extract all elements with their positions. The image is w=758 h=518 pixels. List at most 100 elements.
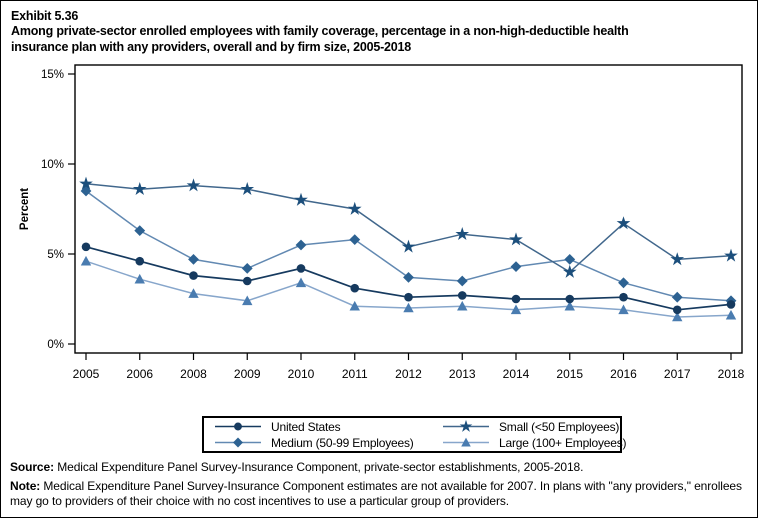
x-tick-label: 2006: [126, 367, 153, 381]
source-text: Medical Expenditure Panel Survey-Insuran…: [53, 460, 584, 474]
triangle-marker: [672, 311, 683, 322]
diamond-marker: [349, 234, 361, 245]
star-marker: [509, 232, 523, 246]
x-tick-label: 2016: [610, 367, 637, 381]
triangle-marker: [134, 273, 145, 284]
star-marker: [401, 239, 416, 253]
circle-marker: [726, 300, 736, 309]
series-large-100-employees: [80, 255, 737, 322]
circle-marker: [511, 294, 521, 304]
x-tick-label: 2018: [718, 367, 745, 381]
chart-header: Exhibit 5.36 Among private-sector enroll…: [11, 8, 745, 55]
circle-legend-swatch: [215, 422, 261, 431]
triangle-marker: [725, 309, 737, 320]
star-marker: [562, 264, 577, 278]
circle-marker: [350, 283, 360, 293]
x-tick-label: 2014: [503, 367, 530, 381]
diamond-marker: [510, 261, 522, 272]
triangle-legend-swatch: [443, 437, 489, 447]
diamond-marker: [134, 225, 146, 236]
star-legend-swatch: [443, 419, 489, 432]
chart-legend: United States Small (<50 Employees) Medium…: [202, 416, 627, 453]
legend-item-label: United States: [271, 419, 341, 434]
diamond-marker: [671, 291, 683, 303]
star-marker: [616, 216, 631, 230]
circle-marker: [234, 422, 242, 431]
diamond-marker: [618, 277, 629, 289]
triangle-marker: [510, 304, 522, 315]
note-label: Note:: [10, 478, 41, 493]
x-tick-label: 2005: [73, 367, 100, 381]
triangle-marker: [618, 304, 629, 315]
diamond-marker: [456, 275, 468, 287]
triangle-marker: [188, 288, 199, 298]
y-tick-label: 15%: [41, 69, 64, 81]
circle-marker: [242, 276, 252, 286]
circle-marker: [672, 305, 682, 315]
legend-item-label: Small (<50 Employees): [499, 419, 620, 434]
x-tick-label: 2008: [180, 367, 207, 381]
triangle-marker: [242, 295, 253, 306]
x-tick-label: 2017: [664, 367, 691, 381]
diamond-marker: [241, 263, 253, 274]
note-line: Note: Medical Expenditure Panel Survey-I…: [10, 479, 747, 510]
triangle-marker: [295, 277, 307, 288]
circle-marker: [404, 292, 413, 302]
star-marker: [132, 182, 147, 196]
x-tick-label: 2010: [288, 367, 315, 381]
legend-item-united-states: United States: [214, 419, 442, 434]
y-tick-label: 5%: [47, 249, 64, 261]
source-line: Source: Medical Expenditure Panel Survey…: [10, 460, 747, 476]
x-tick-label: 2012: [395, 367, 422, 381]
triangle-marker: [457, 300, 468, 311]
diamond-marker: [80, 185, 92, 197]
diamond-marker: [564, 254, 576, 265]
star-marker: [455, 227, 470, 241]
star-marker: [724, 248, 738, 262]
star-marker: [79, 176, 93, 190]
diamond-marker: [403, 272, 414, 283]
series-medium-50-99-employees: [80, 185, 737, 307]
circle-marker: [81, 242, 91, 252]
legend-item-label: Medium (50-99 Employees): [271, 435, 414, 450]
circle-marker: [619, 292, 628, 302]
source-label: Source:: [10, 460, 54, 474]
circle-marker: [457, 291, 467, 300]
star-marker: [459, 419, 473, 432]
legend-item-medium-50-99-employees: Medium (50-99 Employees): [214, 435, 442, 450]
diamond-legend-swatch: [215, 437, 261, 448]
chart-title-line-1: Among private-sector enrolled employees …: [11, 24, 629, 38]
chart-title-line-2: insurance plan with any providers, overa…: [11, 39, 412, 54]
y-tick-label: 0%: [47, 339, 64, 351]
y-tick-label: 10%: [41, 159, 64, 171]
x-tick-label: 2011: [342, 367, 368, 381]
y-axis-label: Percent: [19, 188, 31, 230]
star-marker: [294, 192, 308, 206]
star-marker: [240, 182, 255, 196]
triangle-marker: [461, 437, 471, 447]
series-line: [85, 183, 732, 273]
x-tick-label: 2013: [449, 367, 476, 381]
chart-plot: 0% 5% 10% 15% Percent 2005 2006 2008 2009 2010 201…: [19, 64, 745, 381]
diamond-marker: [188, 254, 199, 265]
circle-marker: [296, 264, 306, 273]
triangle-marker: [403, 302, 414, 313]
circle-marker: [189, 271, 198, 280]
star-marker: [670, 252, 685, 266]
chart-footnotes: Source: Medical Expenditure Panel Survey…: [10, 460, 747, 513]
legend-item-small-50-employees: Small (<50 Employees): [442, 419, 626, 434]
legend-item-label: Large (100+ Employees): [499, 435, 627, 450]
legend-item-large-100-employees: Large (100+ Employees): [442, 435, 627, 450]
x-tick-label: 2009: [234, 367, 261, 381]
series-united-states: [81, 242, 736, 315]
star-marker: [186, 178, 201, 192]
circle-marker: [565, 294, 575, 304]
exhibit-number: Exhibit 5.36: [11, 9, 79, 23]
triangle-marker: [564, 300, 575, 311]
series-small-50-employees: [79, 176, 738, 278]
triangle-marker: [349, 300, 360, 311]
diamond-marker: [295, 239, 307, 251]
circle-marker: [135, 256, 145, 266]
note-text: Medical Expenditure Panel Survey-Insuran…: [10, 478, 742, 509]
